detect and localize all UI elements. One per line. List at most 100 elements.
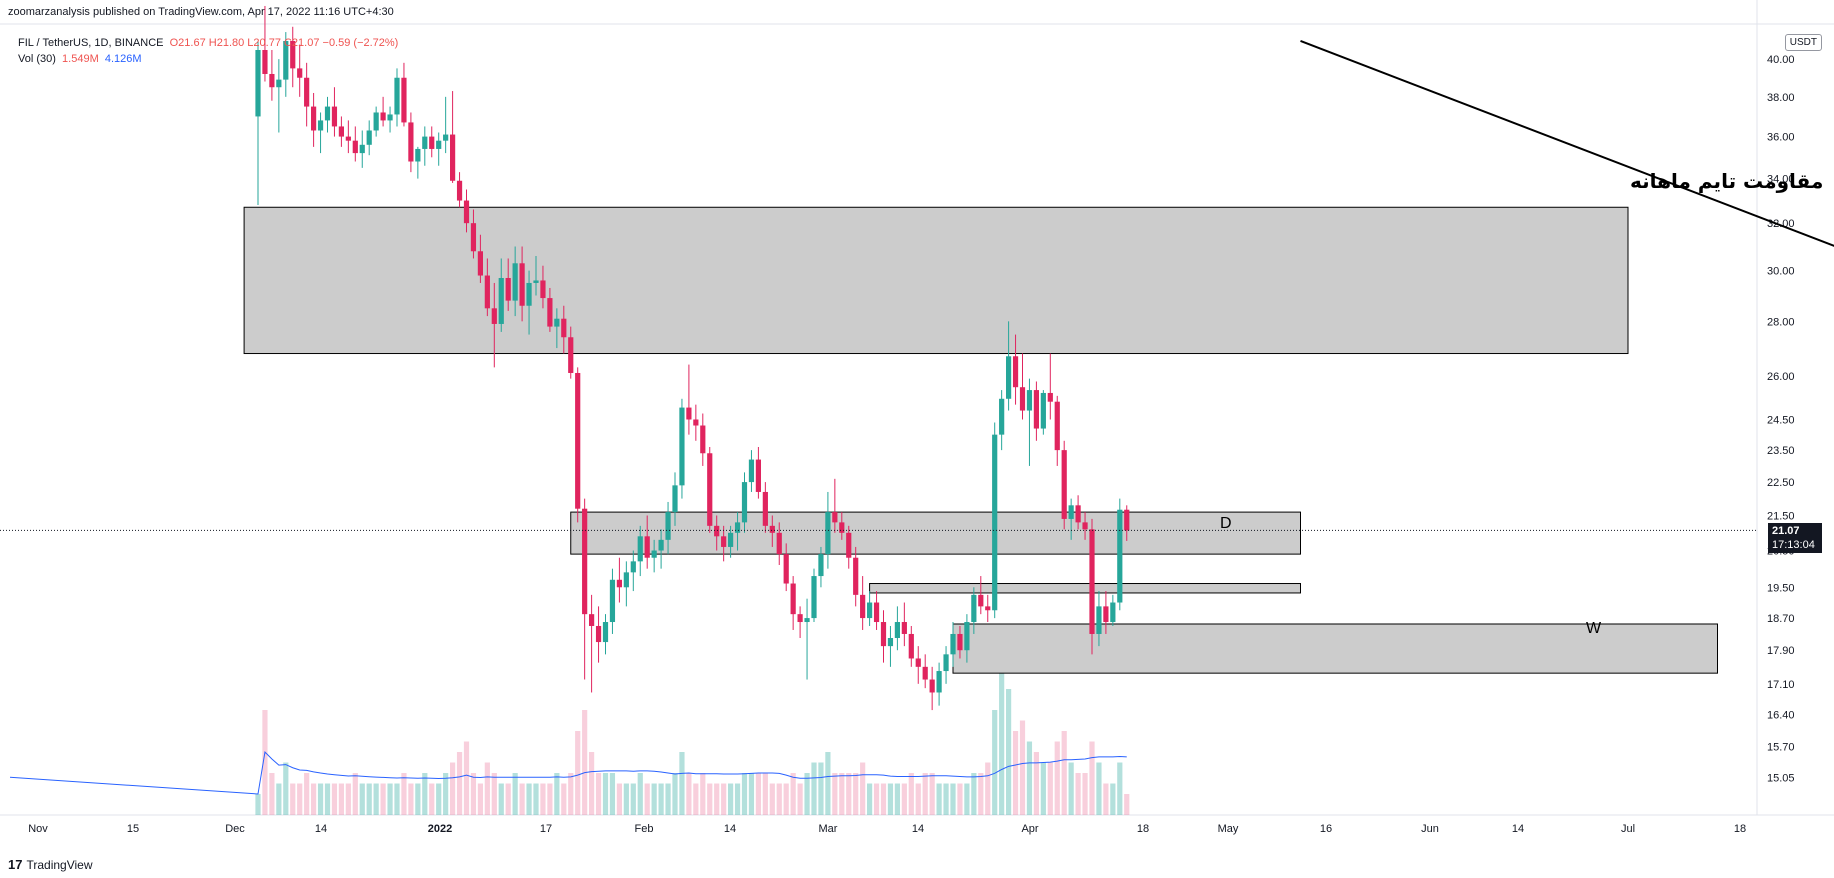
- candle-body[interactable]: [922, 666, 928, 680]
- candle-body[interactable]: [1110, 602, 1116, 623]
- candle-body[interactable]: [630, 561, 636, 573]
- candle-body[interactable]: [804, 618, 810, 623]
- candle-body[interactable]: [915, 658, 921, 667]
- candle-body[interactable]: [394, 77, 400, 115]
- candle-body[interactable]: [1089, 529, 1095, 634]
- candle-body[interactable]: [1006, 356, 1012, 399]
- candle-body[interactable]: [290, 40, 296, 69]
- candle-body[interactable]: [651, 550, 657, 558]
- candle-body[interactable]: [693, 419, 699, 426]
- candle-body[interactable]: [1117, 509, 1123, 603]
- candle-body[interactable]: [345, 136, 351, 141]
- candle-body[interactable]: [887, 637, 894, 647]
- candle-body[interactable]: [519, 263, 525, 306]
- candle-body[interactable]: [846, 532, 852, 558]
- candle-body[interactable]: [985, 606, 991, 611]
- candle-body[interactable]: [1040, 392, 1046, 429]
- candle-body[interactable]: [582, 508, 588, 615]
- candle-body[interactable]: [672, 485, 678, 513]
- candle-body[interactable]: [999, 398, 1005, 435]
- candle-body[interactable]: [338, 126, 344, 137]
- candle-body[interactable]: [929, 679, 935, 693]
- candle-body[interactable]: [825, 512, 831, 555]
- candle-body[interactable]: [1103, 606, 1109, 623]
- candle-body[interactable]: [957, 633, 963, 651]
- candle-body[interactable]: [1019, 387, 1026, 411]
- candle-body[interactable]: [936, 671, 942, 693]
- candle-body[interactable]: [484, 275, 490, 309]
- candle-body[interactable]: [283, 40, 289, 80]
- candle-body[interactable]: [505, 277, 511, 301]
- candle-body[interactable]: [1124, 509, 1130, 531]
- candle-body[interactable]: [755, 459, 761, 492]
- candle-body[interactable]: [463, 200, 470, 224]
- candle-body[interactable]: [595, 625, 602, 643]
- candle-body[interactable]: [533, 280, 539, 283]
- footer-brand[interactable]: 17 TradingView: [8, 857, 93, 872]
- candle-body[interactable]: [853, 557, 859, 595]
- candle-body[interactable]: [373, 112, 379, 131]
- candle-body[interactable]: [1012, 356, 1019, 388]
- candle-body[interactable]: [477, 251, 483, 276]
- candle-body[interactable]: [734, 522, 741, 533]
- candle-body[interactable]: [797, 614, 803, 623]
- candle-body[interactable]: [964, 622, 970, 651]
- zone-w[interactable]: [952, 623, 1718, 674]
- candle-body[interactable]: [276, 79, 282, 88]
- candle-body[interactable]: [422, 136, 428, 149]
- candle-body[interactable]: [317, 120, 324, 131]
- candle-body[interactable]: [331, 106, 338, 127]
- candle-body[interactable]: [526, 282, 532, 306]
- candle-body[interactable]: [512, 263, 518, 301]
- candle-body[interactable]: [450, 134, 456, 181]
- candle-body[interactable]: [971, 594, 977, 623]
- candle-body[interactable]: [1033, 390, 1039, 429]
- candle-body[interactable]: [575, 372, 581, 509]
- resistance-zone[interactable]: [243, 206, 1629, 355]
- candle-body[interactable]: [255, 50, 261, 117]
- candle-body[interactable]: [700, 425, 706, 454]
- candle-body[interactable]: [686, 407, 692, 420]
- candle-body[interactable]: [901, 622, 907, 634]
- candle-body[interactable]: [943, 654, 949, 672]
- candle-body[interactable]: [644, 536, 650, 558]
- candle-body[interactable]: [1075, 505, 1081, 523]
- candle-body[interactable]: [679, 407, 685, 486]
- candle-body[interactable]: [498, 277, 504, 324]
- candle-body[interactable]: [623, 572, 629, 588]
- candle-body[interactable]: [387, 114, 393, 121]
- candle-body[interactable]: [609, 579, 616, 623]
- candle-body[interactable]: [352, 140, 358, 154]
- candle-body[interactable]: [359, 144, 365, 154]
- candle-body[interactable]: [1026, 390, 1033, 411]
- candle-body[interactable]: [832, 512, 838, 523]
- candle-body[interactable]: [776, 532, 782, 555]
- candle-body[interactable]: [304, 77, 310, 107]
- candle-body[interactable]: [992, 434, 998, 611]
- candle-body[interactable]: [762, 491, 768, 526]
- candle-body[interactable]: [401, 77, 407, 123]
- candle-body[interactable]: [616, 579, 622, 588]
- candle-body[interactable]: [839, 522, 845, 533]
- candle-body[interactable]: [568, 337, 574, 373]
- candle-body[interactable]: [665, 512, 671, 540]
- candle-body[interactable]: [1068, 505, 1074, 519]
- candle-body[interactable]: [269, 73, 275, 88]
- candle-body[interactable]: [714, 525, 720, 537]
- candle-body[interactable]: [741, 482, 748, 523]
- candle-body[interactable]: [860, 594, 866, 619]
- candle-body[interactable]: [867, 602, 873, 619]
- candle-body[interactable]: [602, 622, 609, 643]
- candle-body[interactable]: [783, 554, 789, 584]
- candle-body[interactable]: [366, 130, 372, 145]
- candle-body[interactable]: [658, 539, 664, 551]
- candle-body[interactable]: [748, 459, 755, 483]
- candle-body[interactable]: [415, 148, 421, 162]
- candle-body[interactable]: [637, 536, 643, 562]
- candle-body[interactable]: [561, 318, 567, 338]
- candle-body[interactable]: [880, 622, 887, 647]
- candle-body[interactable]: [380, 112, 386, 121]
- candle-body[interactable]: [429, 136, 435, 149]
- candle-body[interactable]: [818, 554, 824, 577]
- candle-body[interactable]: [554, 318, 560, 327]
